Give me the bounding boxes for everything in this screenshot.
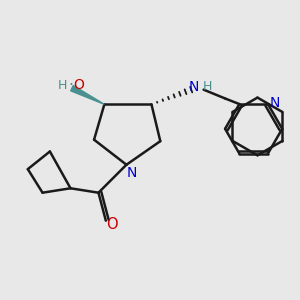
Text: H: H: [58, 79, 67, 92]
Text: H: H: [203, 80, 212, 93]
Text: ·: ·: [68, 78, 73, 93]
Text: O: O: [73, 78, 84, 92]
Text: O: O: [106, 217, 118, 232]
Text: N: N: [269, 96, 280, 110]
Text: N: N: [127, 166, 137, 180]
Polygon shape: [71, 85, 104, 104]
Text: N: N: [189, 80, 200, 94]
